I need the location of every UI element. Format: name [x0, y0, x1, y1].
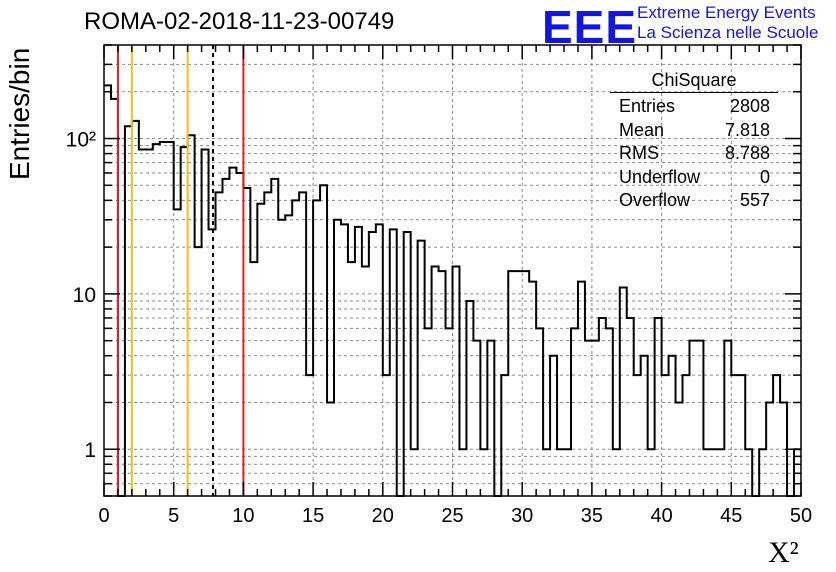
stats-value: 557: [739, 190, 770, 210]
stats-value: 2808: [729, 96, 770, 116]
y-axis-label: Entries/bin: [4, 47, 35, 180]
stats-value: 8.788: [724, 143, 770, 163]
stats-label: Entries: [619, 96, 676, 116]
stats-title: ChiSquare: [610, 70, 778, 93]
y-tick-label: 1: [84, 439, 96, 462]
stats-label: Mean: [619, 119, 665, 140]
stats-row-mean: Mean 7.818: [610, 119, 778, 143]
x-tick-label: 0: [98, 505, 109, 527]
eee-logo: EEE: [542, 1, 638, 53]
stats-row-overflow: Overflow 557: [610, 189, 778, 213]
x-tick-label: 50: [790, 505, 812, 527]
x-tick-label: 20: [372, 505, 394, 527]
y-tick-label: 10: [73, 284, 96, 307]
x-axis-label: X²: [768, 536, 799, 569]
stats-row-underflow: Underflow 0: [610, 166, 778, 190]
stats-value: 0: [759, 166, 770, 187]
x-tick-label: 5: [168, 505, 179, 527]
stats-value: 7.818: [724, 119, 770, 140]
stats-row-entries: Entries 2808: [610, 95, 778, 119]
x-tick-label: 45: [720, 505, 742, 527]
logo-line-1: Extreme Energy Events: [637, 3, 816, 22]
x-tick-label: 25: [441, 505, 463, 527]
histogram-series: [104, 84, 801, 497]
x-tick-label: 15: [302, 505, 324, 527]
stats-label: Underflow: [619, 166, 701, 187]
x-tick-label: 30: [511, 505, 533, 527]
y-tick-label: 10²: [66, 129, 96, 152]
stats-label: RMS: [619, 143, 659, 163]
chart-title: ROMA-02-2018-11-23-00749: [84, 8, 395, 35]
logo-line-2: La Scienza nelle Scuole: [637, 23, 819, 42]
x-tick-label: 10: [232, 505, 254, 527]
stats-row-rms: RMS 8.788: [610, 142, 778, 166]
x-tick-label: 40: [650, 505, 672, 527]
stats-box: ChiSquare Entries 2808 Mean 7.818 RMS 8.…: [610, 70, 778, 213]
stats-label: Overflow: [619, 190, 691, 210]
x-tick-label: 35: [581, 505, 603, 527]
